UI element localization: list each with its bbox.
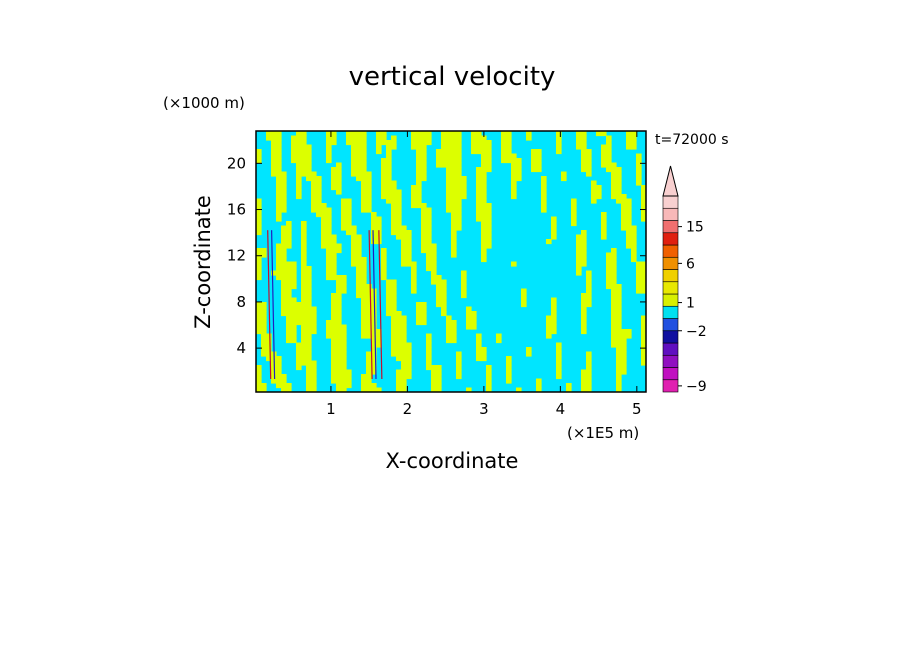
- velocity-streak: [267, 230, 272, 379]
- colorbar-label: −2: [686, 324, 707, 340]
- colorbar-label: −9: [686, 379, 707, 395]
- y-tick-label: 20: [227, 154, 246, 172]
- plot-area: [255, 130, 647, 393]
- colorbar-swatch: [662, 305, 679, 319]
- colorbar-swatch: [662, 256, 679, 270]
- colorbar-swatch: [662, 318, 679, 332]
- y-tick-label: 8: [236, 293, 246, 311]
- x-tick-label: 5: [632, 400, 642, 418]
- x-axis-title: X-coordinate: [386, 449, 519, 473]
- velocity-streak: [368, 230, 373, 379]
- velocity-streak: [372, 230, 377, 379]
- colorbar-label: 6: [686, 256, 695, 272]
- colorbar-swatch: [662, 293, 679, 307]
- colorbar-label: 1: [686, 296, 695, 312]
- time-label: t=72000 s: [655, 132, 729, 148]
- y-tick-label: 12: [227, 247, 246, 265]
- colorbar-swatch: [662, 232, 679, 246]
- y-axis: 4 8 12 16 20: [227, 154, 646, 357]
- x-tick-label: 3: [479, 400, 489, 418]
- colorbar-swatch: [662, 269, 679, 283]
- colorbar-swatch: [662, 330, 679, 344]
- velocity-streak: [378, 230, 383, 379]
- colorbar-swatch: [662, 342, 679, 356]
- x-axis: 1 2 3 4 5: [326, 131, 642, 418]
- y-tick-label: 16: [227, 201, 246, 219]
- y-tick-label: 4: [236, 339, 246, 357]
- x-tick-label: 4: [556, 400, 566, 418]
- x-tick-label: 2: [403, 400, 413, 418]
- colorbar: −9 −2 1 6 15: [662, 165, 707, 395]
- y-axis-title: Z-coordinate: [191, 195, 215, 329]
- plot-frame: [255, 130, 647, 393]
- x-unit-label: (×1E5 m): [567, 424, 639, 442]
- colorbar-label: 15: [686, 220, 704, 236]
- colorbar-swatch: [662, 207, 679, 221]
- colorbar-swatch: [662, 379, 679, 393]
- x-tick-label: 1: [326, 400, 336, 418]
- colorbar-swatch: [662, 281, 679, 295]
- velocity-streak: [271, 230, 276, 379]
- chart-title: vertical velocity: [349, 62, 556, 92]
- colorbar-swatch: [662, 195, 679, 209]
- colorbar-swatch: [662, 367, 679, 381]
- velocity-field: [256, 131, 646, 392]
- colorbar-extend-arrow: [662, 165, 679, 197]
- colorbar-swatch: [662, 244, 679, 258]
- colorbar-swatch: [662, 354, 679, 368]
- colorbar-swatch: [662, 220, 679, 234]
- y-unit-label: (×1000 m): [163, 94, 245, 112]
